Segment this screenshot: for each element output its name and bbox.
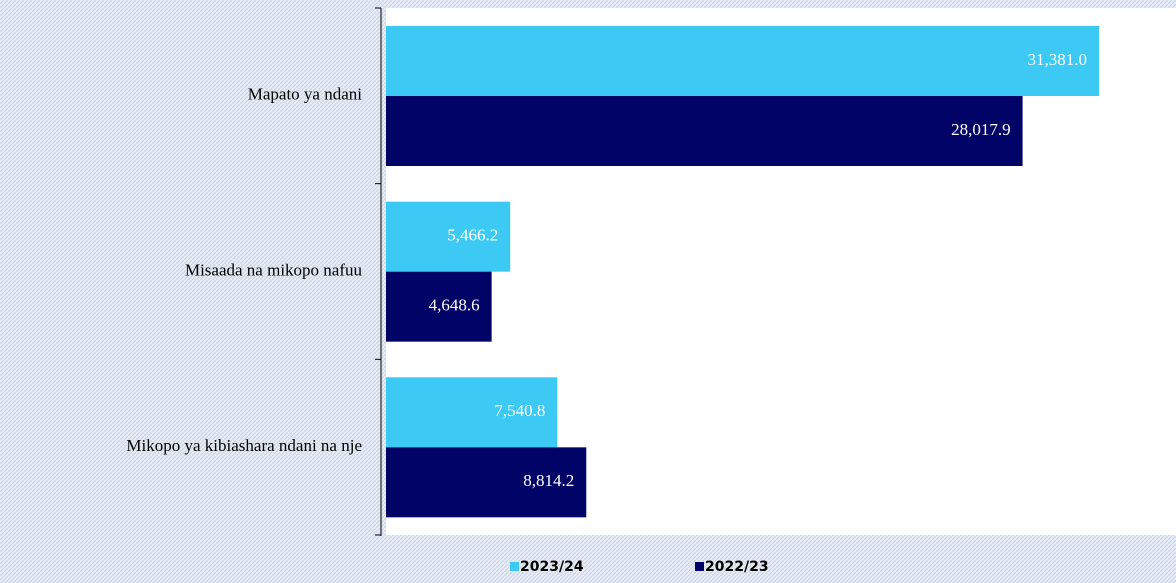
data-label: 4,648.6 bbox=[429, 296, 480, 315]
category-label: Mapato ya ndani bbox=[248, 85, 363, 104]
bar bbox=[386, 447, 587, 518]
data-label: 31,381.0 bbox=[1028, 50, 1088, 69]
bar bbox=[386, 96, 1023, 166]
data-label: 5,466.2 bbox=[447, 226, 498, 245]
bar bbox=[386, 271, 492, 342]
category-label: Misaada na mikopo nafuu bbox=[185, 260, 363, 279]
legend-swatch bbox=[510, 562, 519, 571]
data-label: 28,017.9 bbox=[951, 120, 1011, 139]
legend-swatch bbox=[695, 562, 704, 571]
category-label: Mikopo ya kibiashara ndani na nje bbox=[126, 436, 362, 455]
bar bbox=[386, 26, 1099, 96]
data-label: 7,540.8 bbox=[494, 401, 545, 420]
bar bbox=[386, 201, 511, 272]
legend-label: 2023/24 bbox=[520, 559, 584, 575]
bar bbox=[386, 377, 558, 448]
legend-label: 2022/23 bbox=[705, 559, 769, 575]
data-label: 8,814.2 bbox=[523, 471, 574, 490]
